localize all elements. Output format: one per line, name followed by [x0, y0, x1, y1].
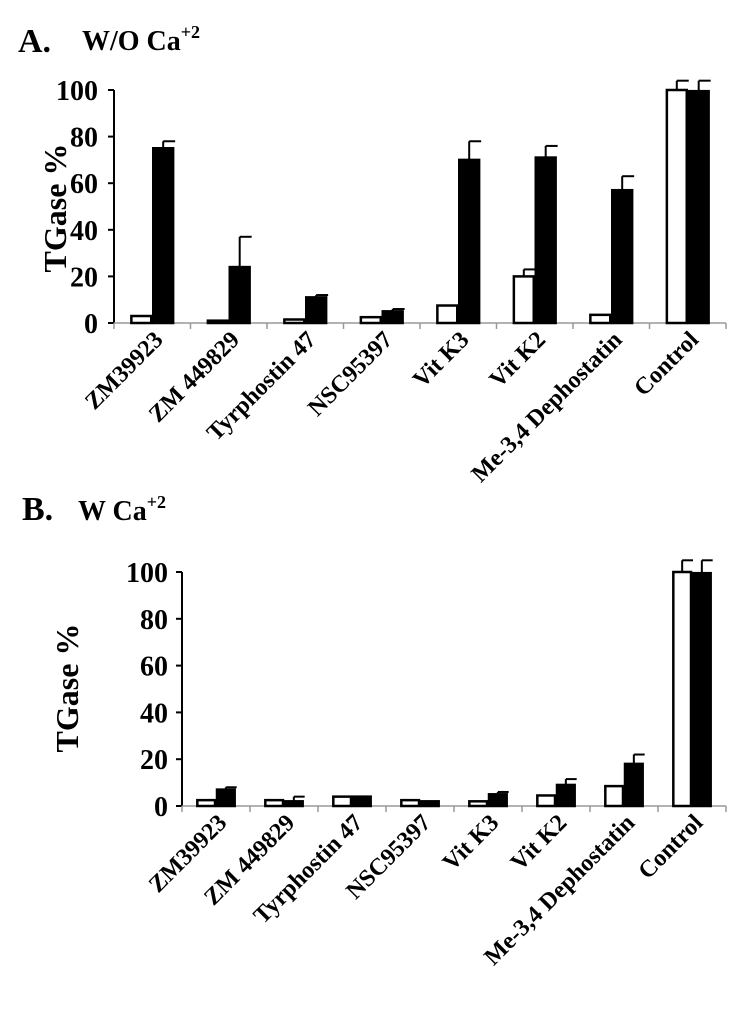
panel-a-condition-superscript: +2	[181, 22, 200, 42]
panel-b-label: B.	[22, 491, 53, 528]
panel-b-bar-open	[468, 800, 489, 808]
panel-b-category-label: Vit K3	[438, 810, 504, 876]
panel-b-condition-superscript: +2	[147, 492, 166, 512]
panel-a-category-label: NSC95397	[303, 327, 398, 422]
panel-b-y-tick-label: 0	[154, 792, 168, 823]
panel-a-bar-filled	[458, 158, 481, 325]
panel-b-bar-filled	[487, 793, 508, 808]
panel-b-category-label: Control	[634, 810, 709, 885]
panel-a-y-tick-label: 100	[56, 76, 98, 107]
panel-b-bar-filled	[691, 571, 712, 808]
panel-a-category-label: Vit K3	[408, 327, 474, 393]
panel-a-bar-filled	[152, 147, 175, 325]
panel-a-bar-open	[206, 319, 229, 325]
panel-b-y-tick-label: 40	[140, 698, 168, 729]
panel-b-y-tick-label: 60	[140, 652, 168, 683]
panel-a-bar-filled	[228, 265, 251, 325]
panel-a-bar-filled	[381, 310, 404, 325]
panel-b-y-tick-label: 100	[126, 558, 168, 589]
panel-a-label: A.	[18, 23, 51, 60]
panel-b-bar-filled	[215, 788, 236, 808]
panel-b-y-tick-label: 80	[140, 605, 168, 636]
panel-a-category-label: Me-3,4 Dephostatin	[467, 327, 628, 488]
panel-b-bar-open	[672, 570, 693, 808]
panel-b-bar-filled	[351, 795, 372, 808]
panel-a-bar-open	[283, 318, 306, 325]
panel-a-condition-text: W/O Ca	[82, 26, 181, 57]
panel-b-condition: W Ca+2	[78, 492, 166, 527]
panel-b-y-axis-title: TGase %	[49, 624, 85, 753]
panel-b-heading: B. W Ca+2	[22, 491, 166, 528]
panel-b-bar-open	[264, 798, 285, 808]
panel-b-bar-filled	[419, 800, 440, 808]
panel-a-y-tick-label: 60	[70, 169, 98, 200]
panel-a-bar-open	[665, 88, 688, 325]
panel-a-bar-filled	[687, 89, 710, 325]
panel-a-bar-open	[589, 313, 612, 325]
panel-a-y-tick-label: 20	[70, 262, 98, 293]
panel-b-bar-open	[332, 795, 353, 808]
panel-b-bar-open	[196, 798, 217, 808]
panel-b-bar-open	[400, 798, 421, 808]
panel-a-bar-filled	[611, 188, 634, 325]
panel-b-bar-open	[604, 784, 625, 808]
panel-a-y-tick-label: 0	[84, 309, 98, 340]
panel-a-bar-filled	[305, 296, 328, 325]
panel-b-bar-filled	[283, 800, 304, 808]
panel-a-bar-open	[130, 314, 153, 325]
panel-b-bar-filled	[623, 762, 644, 808]
panel-a-y-tick-label: 40	[70, 216, 98, 247]
panel-b-bar-filled	[555, 783, 576, 808]
panel-a-bar-open	[359, 315, 382, 325]
panel-b-category-label: Vit K2	[506, 810, 572, 876]
panel-b-condition-text: W Ca	[78, 496, 147, 527]
panel-a-y-tick-label: 80	[70, 123, 98, 154]
panel-a-bar-open	[436, 304, 459, 325]
panel-a-y-axis-title: TGase %	[37, 144, 73, 273]
panel-a-bar-open	[512, 275, 535, 325]
panel-a-category-label: Vit K2	[485, 327, 551, 393]
panel-a-bar-filled	[534, 156, 557, 325]
panel-a-heading: A. W/O Ca+2	[18, 22, 200, 60]
panel-a-category-label: Control	[629, 327, 704, 402]
panel-b-bar-open	[536, 794, 557, 808]
panel-b-y-tick-label: 20	[140, 745, 168, 776]
panel-a-condition: W/O Ca+2	[82, 22, 200, 57]
